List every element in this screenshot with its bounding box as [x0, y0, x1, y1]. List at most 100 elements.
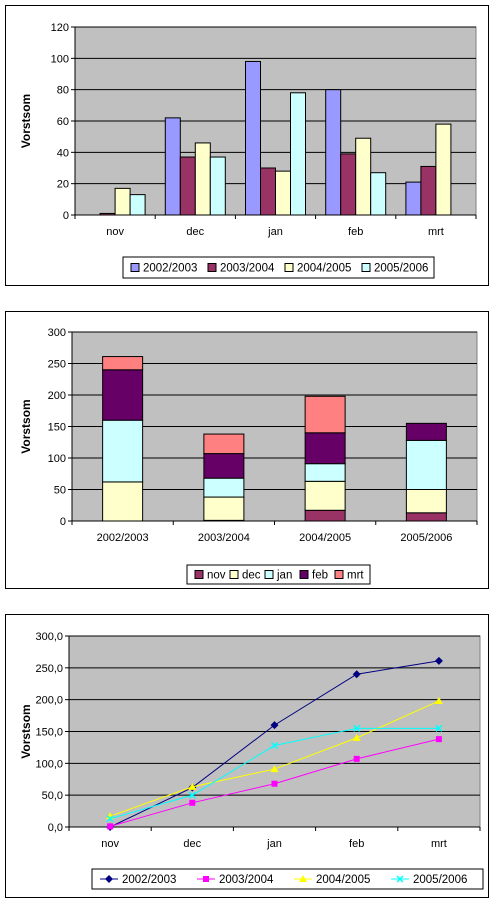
x-tick-label: dec: [183, 838, 201, 850]
bar-segment: [304, 480, 346, 511]
x-tick-label: nov: [106, 226, 124, 238]
bar-segment: [304, 395, 346, 434]
x-tick-label: dec: [186, 226, 204, 238]
bar-segment: [203, 496, 245, 521]
data-point: [434, 656, 443, 665]
legend-label: mrt: [347, 570, 364, 582]
y-tick-label: 150: [48, 422, 66, 434]
x-tick-label: mrt: [428, 226, 444, 238]
x-tick-label: feb: [348, 226, 363, 238]
bar: [420, 165, 437, 216]
y-axis-label: Vorstsom: [19, 94, 33, 148]
y-tick-label: 250,0: [35, 663, 63, 675]
data-point: [188, 782, 197, 790]
legend-marker: [299, 875, 307, 882]
bar: [114, 187, 131, 216]
legend-label: jan: [276, 570, 292, 582]
bar-segment: [304, 509, 346, 522]
bar-segment: [203, 477, 245, 498]
grouped-bar-chart: 0 20 40 60 80 100 120 nov dec jan feb mrt Vorstsom 20…: [19, 22, 477, 279]
legend-label: 2003/2004: [220, 263, 275, 275]
legend-label: dec: [242, 570, 261, 582]
y-tick-label: 100: [51, 53, 69, 65]
legend-label: 2005/2006: [374, 263, 428, 275]
data-point: [106, 815, 114, 823]
y-tick-label: 200: [48, 390, 66, 402]
x-tick-label: 2002/2003: [97, 532, 149, 544]
y-tick-label: 200,0: [35, 695, 63, 707]
bar: [275, 170, 291, 216]
data-point-stroke: [106, 815, 114, 823]
y-tick-label: 20: [57, 179, 69, 191]
y-tick-label: 0,0: [48, 822, 63, 834]
legend-marker: [203, 876, 209, 882]
bar: [405, 181, 422, 216]
bar-segment: [405, 439, 447, 490]
y-axis-label: Vorstsom: [19, 704, 33, 758]
y-tick-label: 50,0: [42, 790, 63, 802]
legend-swatch: [207, 263, 217, 272]
legend-label: feb: [312, 570, 328, 582]
legend-label: 2003/2004: [219, 874, 274, 886]
bar: [99, 212, 116, 216]
y-tick-label: 100: [48, 453, 66, 465]
data-point: [434, 696, 443, 704]
y-axis-label: Vorstsom: [19, 399, 33, 453]
data-point: [435, 736, 442, 743]
bar-segment: [405, 512, 447, 522]
data-point: [352, 670, 361, 679]
data-point: [270, 765, 279, 773]
legend-marker: [105, 875, 113, 883]
legend-label: 2002/2003: [122, 874, 176, 886]
y-tick-label: 150,0: [35, 727, 63, 739]
bar: [290, 92, 306, 216]
stacked-bar-chart-panel: 0 50 100 150 200 250 300 2002/2003 2003/2004 2004…: [5, 311, 489, 589]
x-tick-label: feb: [349, 838, 364, 850]
legend-label: 2005/2006: [413, 874, 467, 886]
legend-swatch: [299, 570, 309, 579]
bar: [164, 117, 181, 216]
x-tick-label: jan: [266, 838, 282, 850]
legend-box: [91, 868, 484, 890]
legend-swatch: [264, 570, 274, 579]
bar: [245, 60, 261, 216]
data-point-stroke: [188, 791, 196, 799]
legend-label: 2002/2003: [143, 263, 197, 275]
legend-swatch: [284, 263, 294, 272]
bar-segment: [304, 463, 346, 482]
y-tick-label: 300,0: [35, 631, 63, 643]
legend-swatch: [361, 263, 371, 272]
legend-swatch: [334, 570, 344, 579]
data-point: [353, 724, 361, 732]
y-tick-label: 40: [57, 147, 69, 159]
data-point: [271, 780, 278, 787]
bar-segment: [203, 433, 245, 455]
bar: [325, 89, 342, 216]
y-tick-label: 0: [60, 516, 66, 528]
legend-swatch: [130, 263, 140, 272]
legend-marker-stroke: [396, 875, 404, 883]
bar: [370, 172, 387, 216]
bar: [260, 167, 276, 216]
data-point: [189, 799, 196, 806]
bar-chart-panel: 0 20 40 60 80 100 120 nov dec jan feb mrt Vorstsom 20…: [5, 5, 489, 286]
data-point-stroke: [435, 724, 443, 732]
bar: [179, 156, 196, 216]
bar-segment: [102, 481, 144, 522]
x-tick-label: 2004/2005: [299, 532, 351, 544]
bar-segment: [102, 356, 144, 371]
x-tick-label: nov: [101, 838, 119, 850]
bar-segment: [405, 489, 447, 514]
y-tick-label: 0: [63, 210, 69, 222]
data-point: [353, 755, 360, 762]
bar-segment: [102, 369, 144, 421]
bar: [194, 142, 211, 216]
legend-box: [186, 564, 371, 585]
data-point: [107, 823, 114, 830]
y-tick-label: 120: [51, 22, 69, 34]
data-point: [435, 724, 443, 732]
x-tick-label: 2003/2004: [198, 532, 250, 544]
bar: [340, 153, 357, 216]
legend-swatch: [229, 570, 239, 579]
y-tick-label: 250: [48, 359, 66, 371]
